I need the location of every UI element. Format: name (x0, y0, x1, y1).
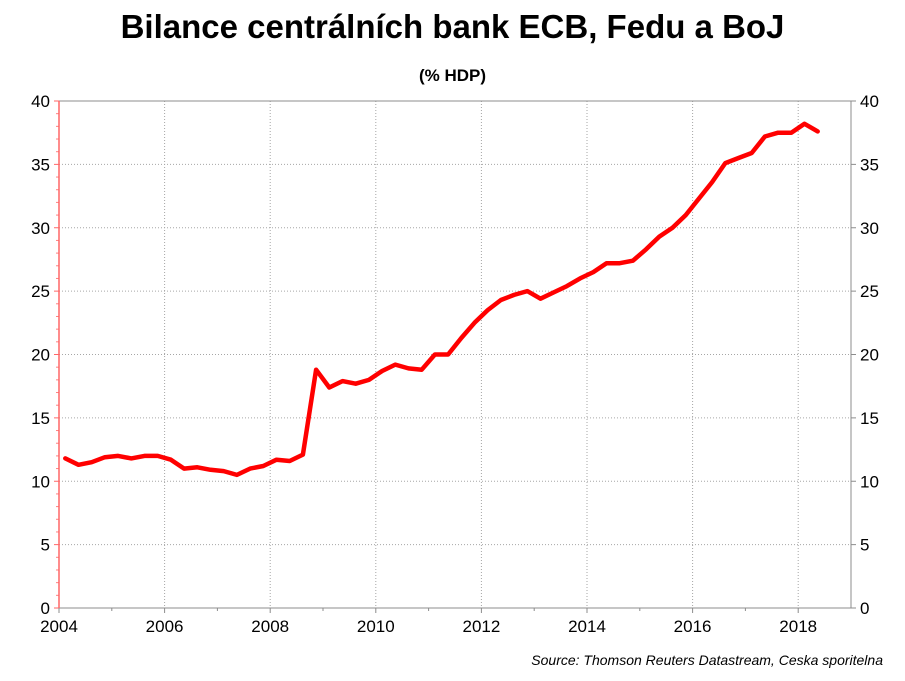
y-tick-label-left: 30 (31, 219, 50, 238)
x-tick-label: 2016 (674, 617, 712, 636)
x-tick-label: 2006 (146, 617, 184, 636)
y-tick-label-left: 25 (31, 282, 50, 301)
series-line (63, 121, 820, 478)
axes (54, 100, 856, 613)
x-tick-label: 2010 (357, 617, 395, 636)
y-tick-label-left: 35 (31, 155, 50, 174)
y-tick-label-left: 20 (31, 346, 50, 365)
x-tick-label: 2018 (779, 617, 817, 636)
x-tick-label: 2012 (462, 617, 500, 636)
x-tick-label: 2004 (40, 617, 78, 636)
y-tick-label-left: 15 (31, 409, 50, 428)
y-tick-label-right: 15 (860, 409, 879, 428)
chart-subtitle: (% HDP) (418, 66, 487, 85)
y-tick-label-right: 5 (860, 536, 869, 555)
x-tick-label: 2008 (251, 617, 289, 636)
y-tick-label-right: 40 (860, 92, 879, 111)
y-tick-label-right: 0 (860, 599, 869, 618)
y-tick-label-left: 5 (41, 536, 50, 555)
chart-title: Bilance centrálních bank ECB, Fedu a BoJ (120, 8, 785, 45)
y-tick-label-right: 25 (860, 282, 879, 301)
y-tick-label-right: 30 (860, 219, 879, 238)
grid-lines (59, 101, 851, 608)
tick-labels: 0 0 5 5 10 10 15 15 20 20 25 25 30 30 35 35 40 40 2004 2006… (31, 92, 879, 636)
series-layer (63, 121, 820, 478)
y-tick-label-right: 20 (860, 346, 879, 365)
y-tick-label-left: 0 (41, 599, 50, 618)
y-tick-label-left: 10 (31, 472, 50, 491)
x-tick-label: 2014 (568, 617, 606, 636)
y-tick-label-right: 35 (860, 155, 879, 174)
y-tick-label-right: 10 (860, 472, 879, 491)
source-note: Source: Thomson Reuters Datastream, Cesk… (531, 652, 883, 668)
y-tick-label-left: 40 (31, 92, 50, 111)
